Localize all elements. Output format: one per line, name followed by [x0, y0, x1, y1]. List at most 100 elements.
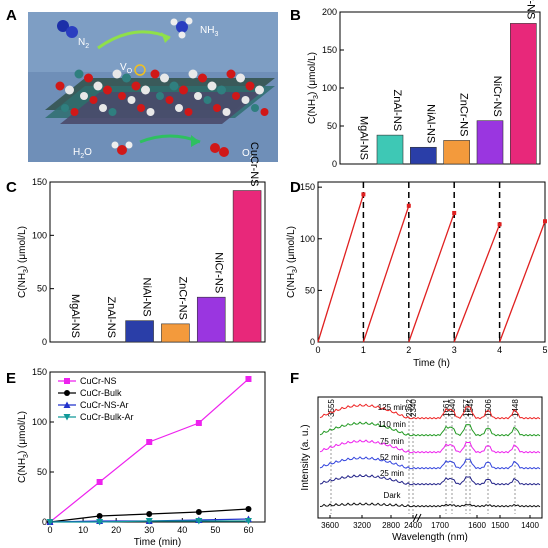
- atom-sphere: [127, 96, 136, 104]
- x-tick-label: 40: [177, 525, 187, 535]
- y-tick-label: 50: [37, 284, 47, 294]
- atom-sphere: [84, 73, 93, 83]
- y-axis-label: C(NH3) (μmol/L): [17, 226, 30, 298]
- atom-sphere: [255, 85, 264, 95]
- data-point: [146, 511, 153, 517]
- cycle-line: [453, 224, 501, 343]
- x-tick-label: 60: [243, 525, 253, 535]
- legend-label: CuCr-Bulk-Ar: [80, 412, 134, 422]
- x-tick-label: 0: [315, 345, 320, 355]
- x-tick-label: 50: [210, 525, 220, 535]
- y-tick-label: 150: [322, 45, 337, 55]
- o2-label: O2: [242, 148, 254, 161]
- spectrum-curve: [319, 421, 541, 437]
- nh3-molecule-icon: [170, 17, 193, 39]
- bar: [476, 120, 504, 165]
- y-tick-label: 50: [305, 285, 315, 295]
- spectrum-curve: [319, 439, 541, 454]
- chart-e: 0 10 20 30 40 50 60 0 50 100 150 Time (min) C(NH3) (…: [17, 367, 266, 548]
- atoms-group: [55, 69, 269, 116]
- atom-sphere: [61, 104, 69, 112]
- panel-label-b: B: [290, 7, 301, 24]
- plot-frame: [317, 181, 546, 343]
- atom-sphere: [245, 81, 255, 91]
- x-tick-label: 10: [78, 525, 88, 535]
- cycle-end-marker: [497, 222, 502, 227]
- spectrum-curve: [319, 403, 541, 420]
- atom-sphere: [207, 81, 217, 91]
- atom-sphere: [241, 96, 250, 104]
- bar-label: CuCr-NS: [248, 142, 260, 187]
- atom-sphere: [131, 81, 141, 91]
- nh3-label: NH3: [200, 25, 218, 38]
- data-point: [146, 439, 153, 445]
- x-tick-label: 5: [542, 345, 547, 355]
- atom-sphere: [194, 92, 202, 100]
- plot-frame: [317, 396, 543, 519]
- bar: [161, 323, 190, 343]
- bar: [125, 320, 154, 343]
- peak-label: 1448: [511, 399, 520, 417]
- bar-label: NiCr-NS: [491, 76, 503, 117]
- chart-c: 0 50 100 150 C(NH3) (μmol/L) MgAl-NS ZnAl-NS Ni…: [17, 142, 266, 347]
- peak-label: 1661: [442, 399, 451, 417]
- x-tick-label: 1500: [491, 521, 509, 530]
- y-tick-label: 150: [300, 182, 315, 192]
- chart-b: 0 50 100 150 200 C(NH3) (μmol/L) MgAl-NS ZnAl-N…: [307, 0, 541, 169]
- curve-label: 75 min: [380, 437, 404, 446]
- legend-marker: [64, 390, 70, 396]
- atom-sphere: [188, 69, 198, 79]
- bar: [232, 190, 262, 343]
- bar-label: ZnAl-NS: [105, 296, 117, 338]
- peak-label: 3555: [327, 399, 336, 417]
- x-tick-label: 2800: [382, 521, 400, 530]
- atom-sphere: [156, 92, 164, 100]
- axis-break-mark: [416, 513, 422, 523]
- x-tick-label: 0: [47, 525, 52, 535]
- panel-a: A N2 NH3 VO H2O: [6, 7, 278, 162]
- panel-label-a: A: [6, 7, 17, 24]
- y-tick-label: 150: [32, 367, 47, 377]
- atom-sphere: [236, 73, 245, 83]
- cycle-end-marker: [406, 203, 411, 208]
- atom-sphere: [165, 96, 174, 104]
- panel-label-c: C: [6, 179, 17, 196]
- panel-label-d: D: [290, 179, 301, 196]
- legend-marker: [63, 414, 71, 421]
- data-point: [145, 518, 153, 525]
- x-tick-label: 2: [406, 345, 411, 355]
- atom-sphere: [226, 69, 236, 79]
- bar-label: CuCr-NS: [524, 0, 536, 19]
- panel-f: F 3600 3200 2800 2400 1700 1600 1500 1400 Wavele…: [290, 370, 543, 543]
- y-tick-label: 50: [327, 121, 337, 131]
- y-tick-label: 0: [42, 337, 47, 347]
- bar-label: MgAl-NS: [358, 116, 370, 160]
- data-point: [245, 376, 252, 382]
- atom-sphere: [169, 81, 179, 91]
- x-tick-label: 30: [144, 525, 154, 535]
- atom-sphere: [141, 85, 150, 95]
- curve-label: 110 min: [378, 420, 406, 429]
- panel-e: E 0 10 20 30 40 50 60 0 50 100 150 Time (min) C(NH3)…: [6, 367, 266, 548]
- x-tick-label: 3600: [321, 521, 339, 530]
- x-tick-label: 1600: [468, 521, 486, 530]
- panel-label-f: F: [290, 370, 299, 387]
- h2o-label: H2O: [73, 147, 92, 160]
- y-axis-label: C(NH3) (μmol/L): [307, 52, 320, 124]
- cycle-line: [498, 220, 546, 343]
- peak-label: 1557: [462, 399, 471, 417]
- atom-sphere: [55, 81, 65, 91]
- bar-label: ZnAl-NS: [391, 90, 403, 132]
- data-point: [96, 519, 104, 526]
- y-tick-label: 100: [32, 230, 47, 240]
- x-tick-label: 1400: [521, 521, 539, 530]
- data-point: [96, 513, 103, 519]
- legend-label: CuCr-NS-Ar: [80, 400, 129, 410]
- data-point: [96, 479, 103, 485]
- atom-sphere: [65, 85, 74, 95]
- atom-sphere: [99, 104, 107, 112]
- atom-sphere: [175, 104, 183, 112]
- atom-sphere: [213, 104, 221, 112]
